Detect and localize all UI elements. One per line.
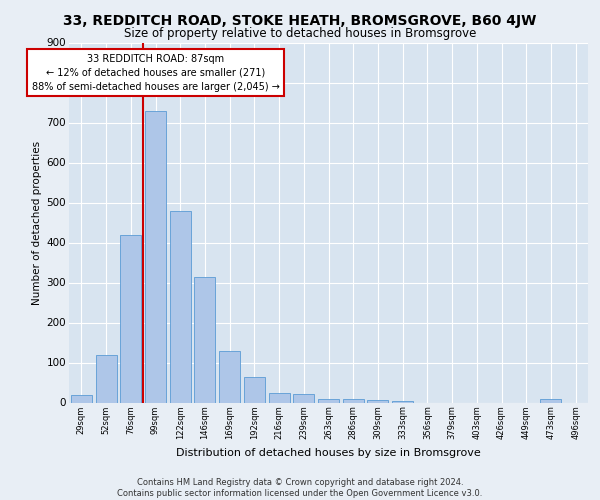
Text: Contains HM Land Registry data © Crown copyright and database right 2024.
Contai: Contains HM Land Registry data © Crown c… xyxy=(118,478,482,498)
Bar xyxy=(120,234,141,402)
Text: 33, REDDITCH ROAD, STOKE HEATH, BROMSGROVE, B60 4JW: 33, REDDITCH ROAD, STOKE HEATH, BROMSGRO… xyxy=(64,14,536,28)
Text: Size of property relative to detached houses in Bromsgrove: Size of property relative to detached ho… xyxy=(124,27,476,40)
X-axis label: Distribution of detached houses by size in Bromsgrove: Distribution of detached houses by size … xyxy=(176,448,481,458)
Bar xyxy=(343,398,364,402)
Bar xyxy=(269,392,290,402)
Text: 33 REDDITCH ROAD: 87sqm
← 12% of detached houses are smaller (271)
88% of semi-d: 33 REDDITCH ROAD: 87sqm ← 12% of detache… xyxy=(32,54,280,92)
Bar xyxy=(194,276,215,402)
Bar xyxy=(219,350,240,403)
Bar xyxy=(541,398,562,402)
Bar xyxy=(71,394,92,402)
Bar xyxy=(392,400,413,402)
Bar xyxy=(145,110,166,403)
Y-axis label: Number of detached properties: Number of detached properties xyxy=(32,140,43,304)
Bar xyxy=(318,398,339,402)
Bar xyxy=(170,210,191,402)
Bar xyxy=(293,394,314,402)
Bar xyxy=(95,354,116,403)
Bar xyxy=(244,376,265,402)
Bar xyxy=(367,400,388,402)
